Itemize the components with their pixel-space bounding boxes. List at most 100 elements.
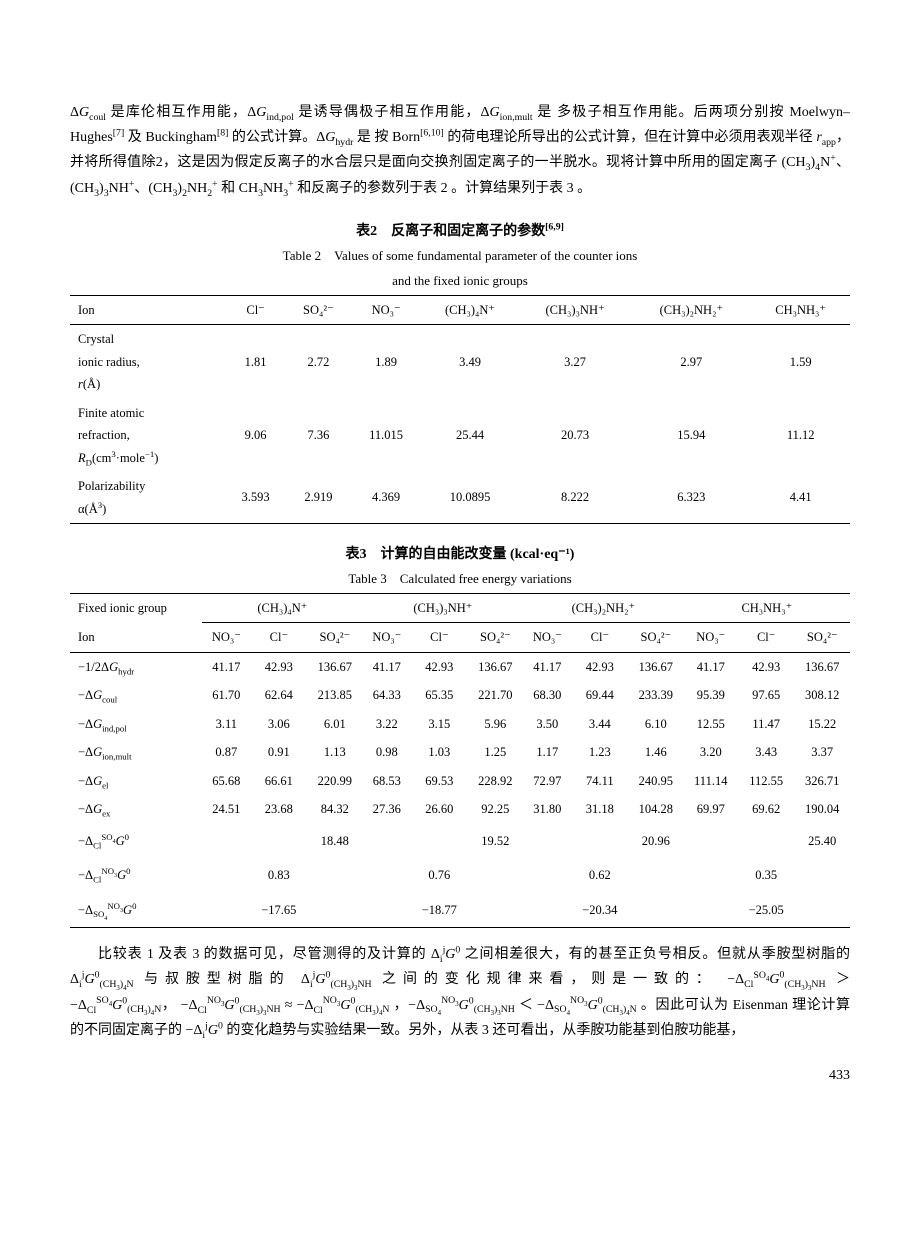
table-cell: 190.04 xyxy=(794,795,850,824)
table-cell xyxy=(468,893,523,928)
table-cell: 68.53 xyxy=(363,767,411,796)
table-cell: 308.12 xyxy=(794,681,850,710)
table2-caption-cn: 表2 反离子和固定离子的参数[6,9] xyxy=(70,219,850,244)
table-cell: 69.53 xyxy=(411,767,468,796)
table-cell xyxy=(307,858,362,893)
table-cell xyxy=(363,893,411,928)
table-cell: 2.919 xyxy=(286,472,351,524)
table-cell: 136.67 xyxy=(307,652,362,681)
table-cell: 6.323 xyxy=(631,472,751,524)
table-cell: 326.71 xyxy=(794,767,850,796)
table-cell: 213.85 xyxy=(307,681,362,710)
row-label: −ΔGion,mult xyxy=(70,738,202,767)
table-cell: 65.68 xyxy=(202,767,250,796)
table-cell: 65.35 xyxy=(411,681,468,710)
table-row: −ΔClNO3G00.830.760.620.35 xyxy=(70,858,850,893)
table-cell xyxy=(363,824,411,859)
table-cell: 5.96 xyxy=(468,710,523,739)
table-cell: −20.34 xyxy=(572,893,629,928)
table-header-cell: CH₃NH₃⁺ xyxy=(751,295,850,325)
table-cell xyxy=(523,824,571,859)
table-cell: 31.18 xyxy=(572,795,629,824)
table-cell: 42.93 xyxy=(738,652,795,681)
table-cell: 1.46 xyxy=(628,738,683,767)
table-cell: 11.47 xyxy=(738,710,795,739)
table-header-cell: SO₄²⁻ xyxy=(286,295,351,325)
row-label: −ΔClSO4G0 xyxy=(70,824,202,859)
table-cell: −25.05 xyxy=(738,893,795,928)
table-cell xyxy=(684,858,738,893)
table2-header-row: IonCl⁻SO₄²⁻NO₃⁻(CH₃)₄N⁺(CH₃)₃NH⁺(CH₃)₂NH… xyxy=(70,295,850,325)
row-label: Polarizabilityα(Å3) xyxy=(70,472,225,524)
table-cell: 228.92 xyxy=(468,767,523,796)
table-cell: 0.62 xyxy=(572,858,629,893)
table-cell xyxy=(794,858,850,893)
table-cell xyxy=(202,824,250,859)
table-subheader-cell: NO₃⁻ xyxy=(684,623,738,653)
table-cell xyxy=(363,858,411,893)
table-cell: 1.17 xyxy=(523,738,571,767)
table-cell: 64.33 xyxy=(363,681,411,710)
table-cell xyxy=(684,893,738,928)
table-row: −ΔGion,mult0.870.911.130.981.031.251.171… xyxy=(70,738,850,767)
table-cell: 0.35 xyxy=(738,858,795,893)
table-subheader-cell: SO₄²⁻ xyxy=(628,623,683,653)
table-cell: 15.94 xyxy=(631,399,751,473)
table-cell: 0.91 xyxy=(251,738,308,767)
table-row: Crystalionic radius,r(Å)1.812.721.893.49… xyxy=(70,325,850,399)
table-cell: 1.89 xyxy=(351,325,421,399)
table-cell: −17.65 xyxy=(251,893,308,928)
table-cell: 84.32 xyxy=(307,795,362,824)
row-label: Finite atomicrefraction,RD(cm3·mole−1) xyxy=(70,399,225,473)
table-row: −1/2ΔGhydr41.1742.93136.6741.1742.93136.… xyxy=(70,652,850,681)
table-cell xyxy=(794,893,850,928)
table-row: −ΔGel65.6866.61220.9968.5369.53228.9272.… xyxy=(70,767,850,796)
row-label: −ΔGex xyxy=(70,795,202,824)
table-cell: 1.59 xyxy=(751,325,850,399)
table-row: −ΔGind,pol3.113.066.013.223.155.963.503.… xyxy=(70,710,850,739)
table3-caption-cn: 表3 计算的自由能改变量 (kcal·eq⁻¹) xyxy=(70,542,850,567)
table-cell xyxy=(523,858,571,893)
table-cell: 1.03 xyxy=(411,738,468,767)
table-cell: 136.67 xyxy=(794,652,850,681)
discussion-paragraph: 比较表 1 及表 3 的数据可见，尽管测得的及计算的 ΔijG0 之间相差很大，… xyxy=(70,942,850,1043)
table-cell: 24.51 xyxy=(202,795,250,824)
table-cell: 27.36 xyxy=(363,795,411,824)
table-row: −ΔClSO4G018.4819.5220.9625.40 xyxy=(70,824,850,859)
table-header-cell: (CH₃)₃NH⁺ xyxy=(519,295,632,325)
table2-caption-en-2: and the fixed ionic groups xyxy=(70,269,850,292)
table-cell: 1.23 xyxy=(572,738,629,767)
table-cell: 0.76 xyxy=(411,858,468,893)
table-cell: 41.17 xyxy=(202,652,250,681)
table-cell: 3.37 xyxy=(794,738,850,767)
table-cell: 6.10 xyxy=(628,710,683,739)
table-cell: 112.55 xyxy=(738,767,795,796)
table-cell: 3.15 xyxy=(411,710,468,739)
table-header-cell: Ion xyxy=(70,295,225,325)
table-cell: 9.06 xyxy=(225,399,286,473)
table2-caption-en-1: Table 2 Values of some fundamental param… xyxy=(70,244,850,267)
row-label: −ΔGel xyxy=(70,767,202,796)
row-label: −1/2ΔGhydr xyxy=(70,652,202,681)
intro-paragraph: ΔGcoul 是库伦相互作用能，ΔGind,pol 是诱导偶极子相互作用能，ΔG… xyxy=(70,100,850,201)
table-cell xyxy=(202,858,250,893)
table-cell: 3.593 xyxy=(225,472,286,524)
table-cell: 74.11 xyxy=(572,767,629,796)
table-cell: 3.27 xyxy=(519,325,632,399)
row-label: −ΔGcoul xyxy=(70,681,202,710)
table-subheader-cell: NO₃⁻ xyxy=(202,623,250,653)
table-cell: 20.96 xyxy=(628,824,683,859)
table-cell: 3.44 xyxy=(572,710,629,739)
table-cell: 3.22 xyxy=(363,710,411,739)
table-cell: 0.98 xyxy=(363,738,411,767)
table-cell: 1.13 xyxy=(307,738,362,767)
table-cell: 111.14 xyxy=(684,767,738,796)
table-cell: 68.30 xyxy=(523,681,571,710)
ion-label: Ion xyxy=(70,623,202,653)
table-cell: 41.17 xyxy=(523,652,571,681)
table-cell xyxy=(684,824,738,859)
table-cell: 42.93 xyxy=(411,652,468,681)
table-cell xyxy=(572,824,629,859)
table-cell: 31.80 xyxy=(523,795,571,824)
table2: IonCl⁻SO₄²⁻NO₃⁻(CH₃)₄N⁺(CH₃)₃NH⁺(CH₃)₂NH… xyxy=(70,295,850,525)
